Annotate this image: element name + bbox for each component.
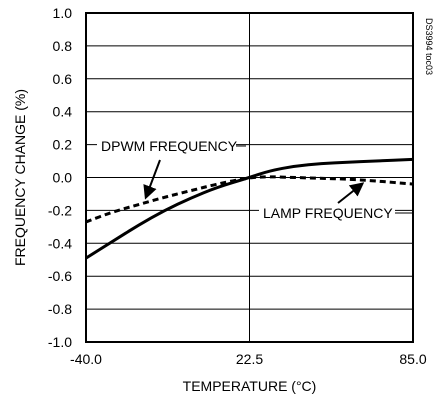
y-tick-label: -0.6 [48, 268, 72, 284]
x-tick-label: 85.0 [399, 351, 426, 367]
x-tick-label: 22.5 [236, 351, 263, 367]
y-axis-label: FREQUENCY CHANGE (%) [12, 89, 28, 266]
y-tick-label: 0.2 [53, 137, 73, 153]
x-axis-label: TEMPERATURE (°C) [183, 378, 317, 394]
y-tick-label: 0.8 [53, 38, 73, 54]
tick-labels: 1.0 0.8 0.6 0.4 0.2 0.0 -0.2 -0.4 -0.6 -0.8 -1.0-4… [48, 5, 427, 367]
annotation-arrow-lamp [337, 182, 365, 204]
annotation-background [97, 137, 236, 155]
series-layer [85, 157, 414, 260]
y-tick-label: -0.2 [48, 202, 72, 218]
y-tick-label: 0.0 [53, 170, 73, 186]
y-tick-label: 0.4 [53, 104, 73, 120]
series-line-dpwm-frequency [85, 175, 414, 224]
annotation-arrow-dpwm [143, 159, 161, 200]
y-tick-label: -0.4 [48, 235, 72, 251]
series-line-lamp-frequency [85, 157, 414, 260]
figure-code: DS3994 toc03 [424, 18, 434, 75]
y-tick-label: -1.0 [48, 334, 72, 350]
y-tick-label: 0.6 [53, 71, 73, 87]
x-tick-label: -40.0 [70, 351, 102, 367]
plot-frame [85, 12, 414, 343]
y-tick-label: 1.0 [53, 5, 73, 21]
annotation-lamp-frequency: LAMP FREQUENCY [263, 205, 393, 221]
y-tick-label: -0.8 [48, 301, 72, 317]
annotation-background [259, 204, 395, 222]
annotation-dpwm-frequency: DPWM FREQUENCY [101, 138, 238, 154]
annotation-layer: DPWM FREQUENCY LAMP FREQUENCY DS3994 toc… [97, 18, 434, 222]
